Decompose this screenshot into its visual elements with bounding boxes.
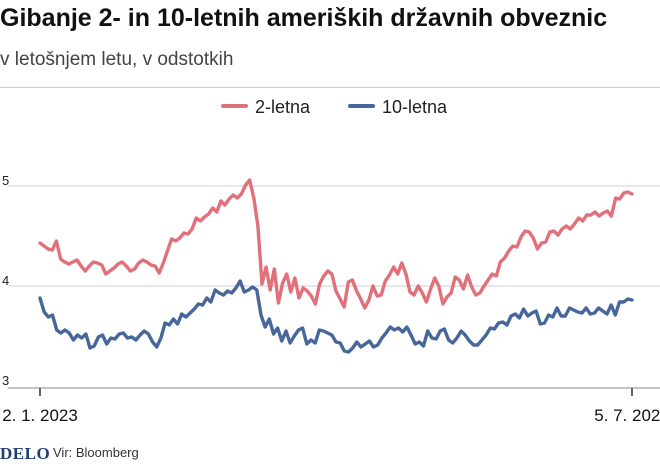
- chart-title: Gibanje 2- in 10-letnih ameriških državn…: [0, 4, 608, 32]
- y-axis-ticks: 3 4 5: [2, 173, 9, 388]
- y-tick-label: 5: [2, 173, 9, 188]
- source-note: Vir: Bloomberg: [53, 445, 139, 460]
- delo-logo: DELO: [0, 444, 51, 463]
- y-tick-label: 4: [2, 273, 9, 288]
- legend-label-2-letna: 2-letna: [255, 97, 311, 117]
- footer: DELO Vir: Bloomberg: [0, 443, 660, 465]
- legend-label-10-letna: 10-letna: [382, 97, 448, 117]
- series-lines: [38, 178, 634, 354]
- series-line-10-letna: [38, 279, 634, 354]
- x-tick-label: 2. 1. 2023: [2, 406, 78, 425]
- y-tick-label: 3: [2, 373, 9, 388]
- x-tick-label: 5. 7. 2023: [594, 406, 660, 425]
- series-line-2-letna: [38, 178, 634, 310]
- x-axis: 2. 1. 2023 5. 7. 2023: [2, 387, 660, 425]
- chart-subtitle: v letošnjem letu, v odstotkih: [0, 49, 234, 70]
- legend: 2-letna 10-letna: [221, 97, 448, 117]
- chart-area: 2-letna 10-letna 3 4 5 2. 1. 2023 5. 7. 202…: [0, 87, 660, 425]
